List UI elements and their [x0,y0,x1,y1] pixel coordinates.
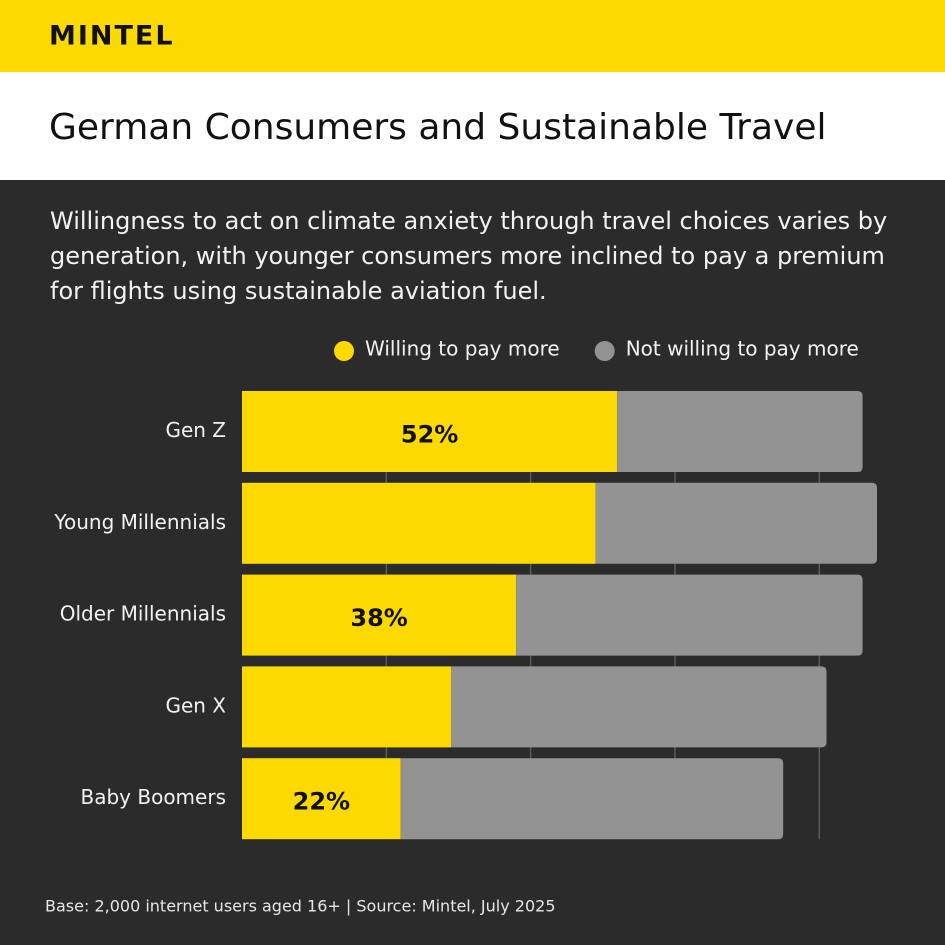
bar-segment [242,758,401,840]
brand: MINTEL [49,21,175,52]
legend-label: Willing to pay more [365,337,560,361]
y-tick-label: Gen Z [165,418,226,442]
bar-segment [617,391,863,472]
bar-segment [242,666,452,748]
data-label: 22% [293,788,350,816]
subtitle: Willingness to act on climate anxiety th… [50,207,888,305]
legend-swatch [594,341,615,361]
source: Base: 2,000 internet users aged 16+ | So… [45,897,556,916]
y-tick-label: Gen X [165,693,226,717]
y-tick-label: Baby Boomers [81,785,227,809]
bar-segment [242,574,517,656]
title-band [0,72,945,180]
bar-segment [242,482,596,564]
data-label: 38% [350,604,407,632]
bar-segment [400,758,784,840]
y-tick-label: Older Millennials [60,602,226,626]
data-label: 52% [401,421,458,449]
brand-band [0,0,945,72]
bar-segment [242,391,618,472]
legend-label: Not willing to pay more [626,337,859,361]
chart-title: German Consumers and Sustainable Travel [49,107,826,148]
legend-swatch [334,341,354,361]
bar-segment [451,666,827,748]
y-tick-label: Young Millennials [53,510,226,534]
bar-segment [516,574,863,656]
bar-segment [595,482,877,564]
